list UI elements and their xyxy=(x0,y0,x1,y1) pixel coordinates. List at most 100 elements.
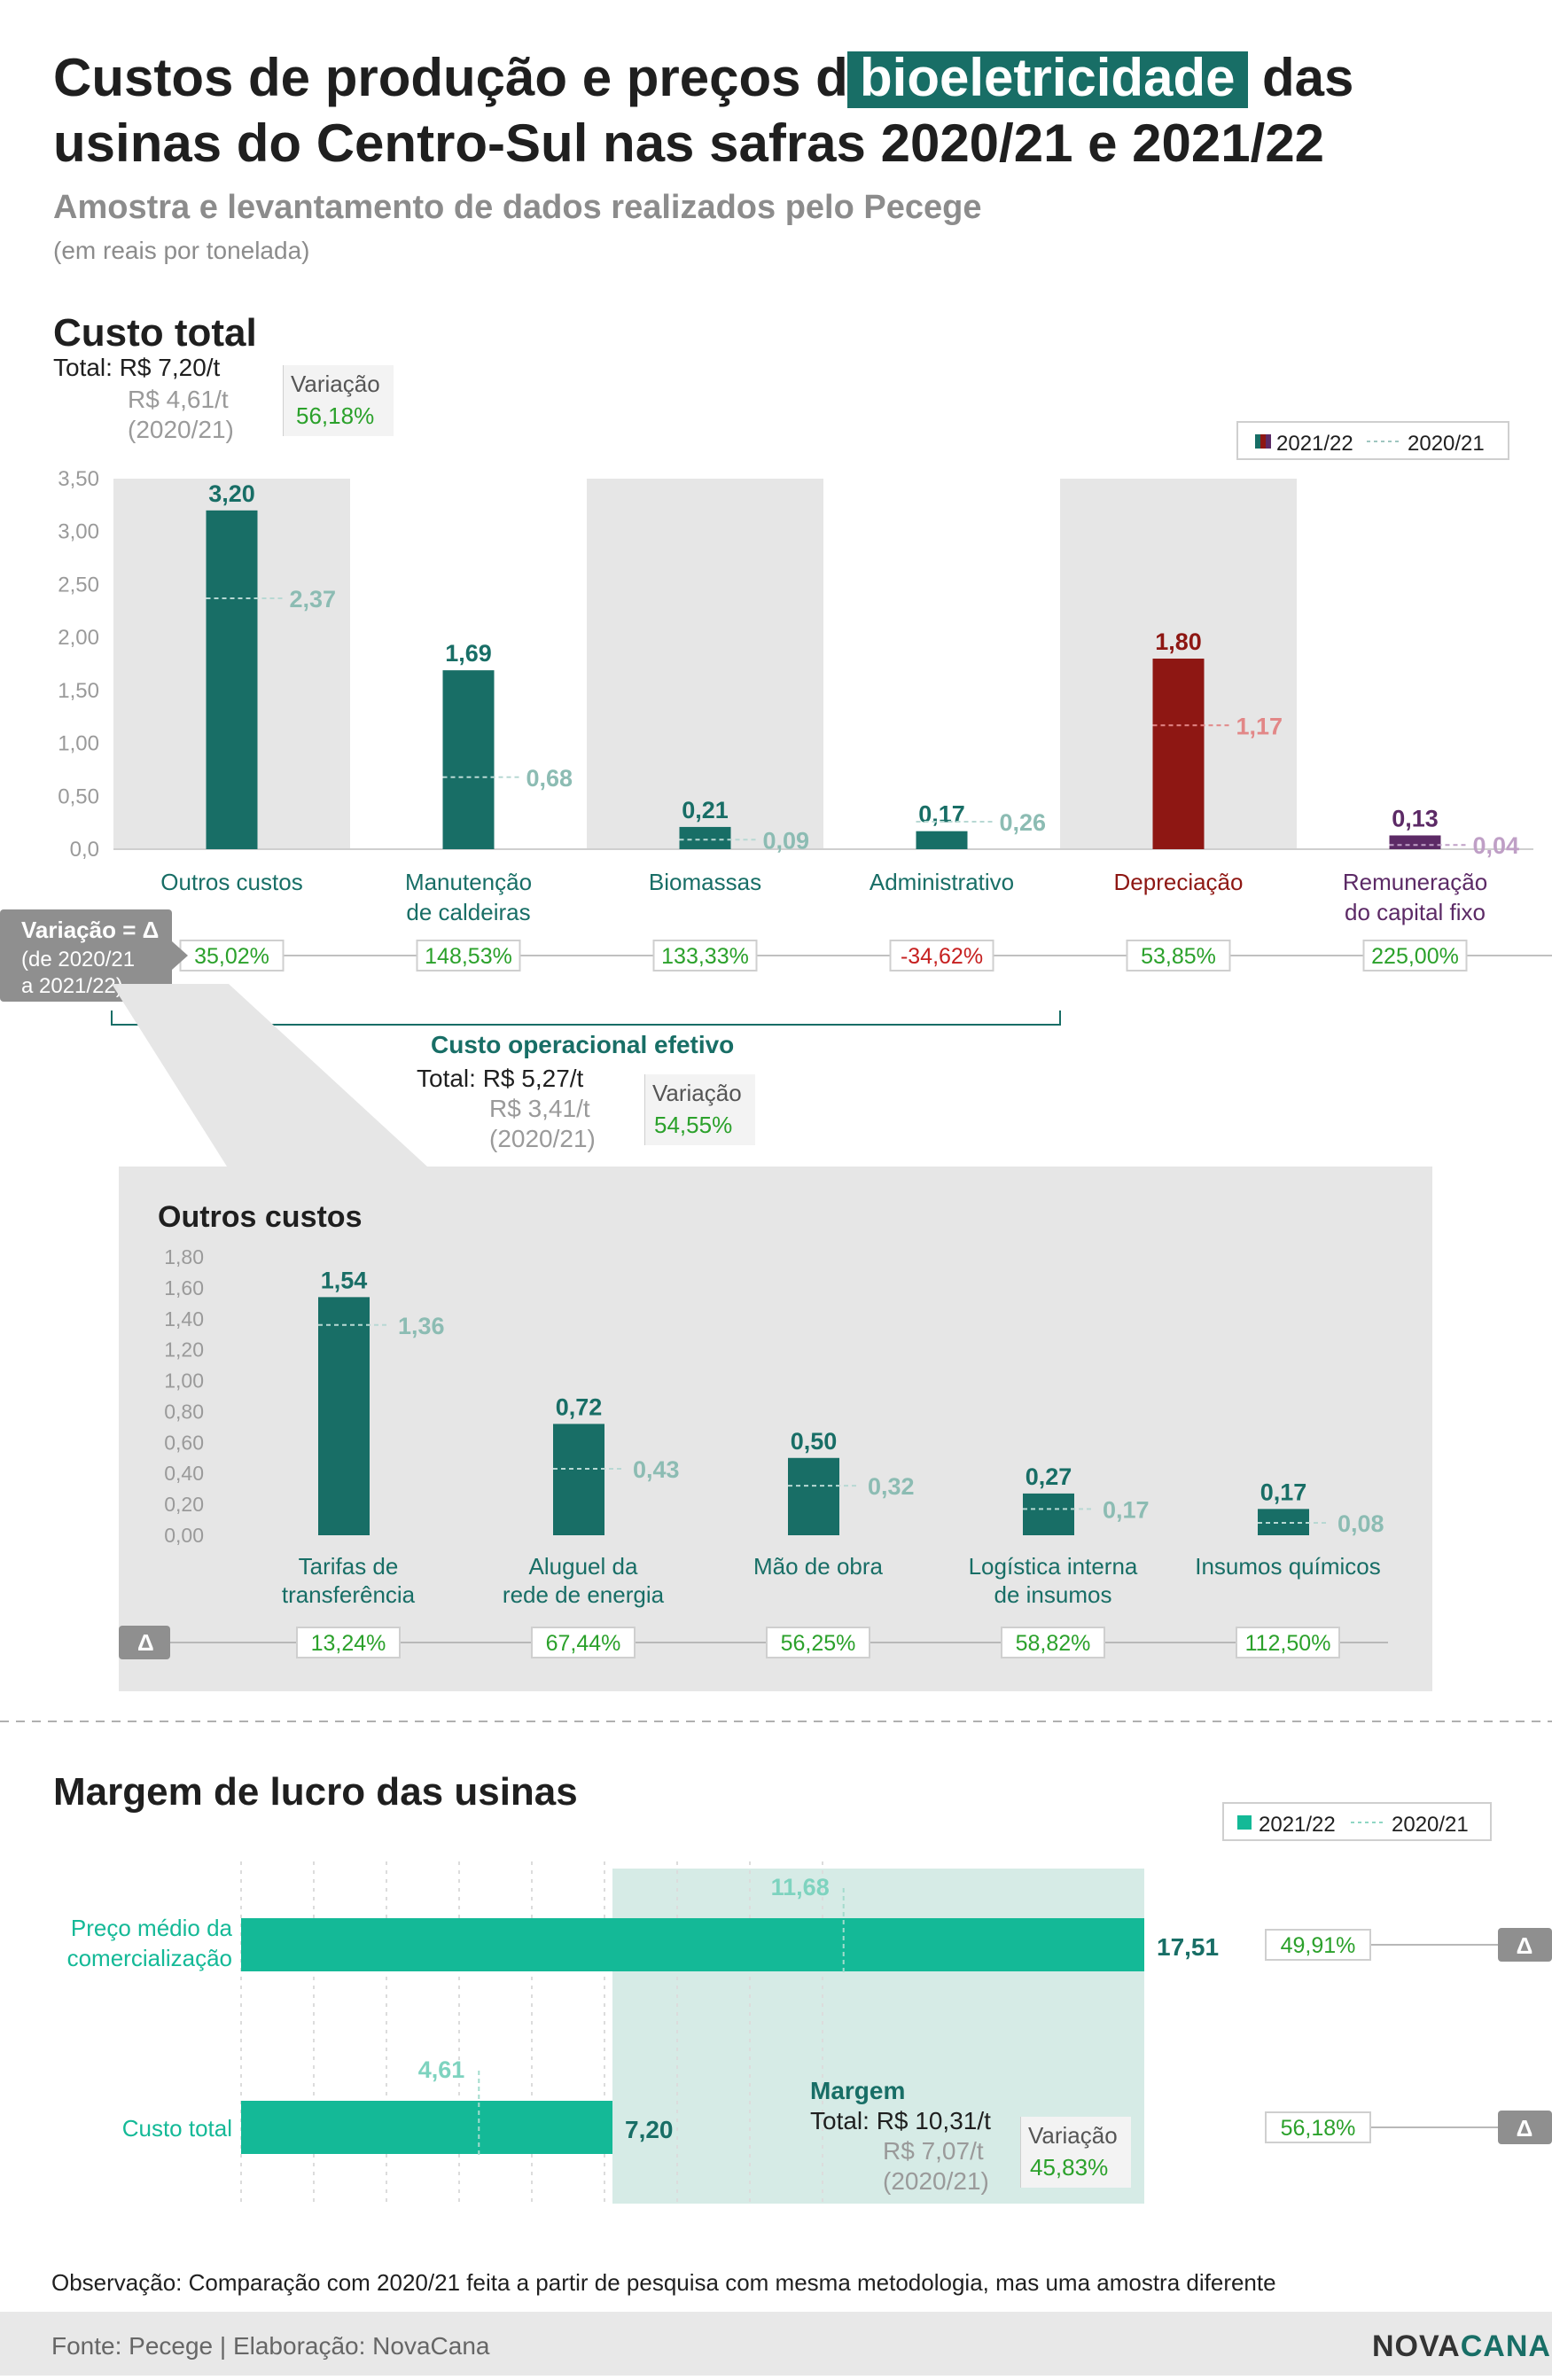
custo-operacional-variation-box xyxy=(645,1074,755,1145)
x-tick-label: de insumos xyxy=(994,1581,1112,1608)
bar-2021-22 xyxy=(916,831,968,849)
bar-value-label: 1,80 xyxy=(1155,628,1202,655)
y-category-label: Preço médio da xyxy=(71,1915,233,1941)
prev-value-label: 0,68 xyxy=(526,765,573,792)
variation-label: 112,50% xyxy=(1245,1631,1331,1656)
bar-2021-22 xyxy=(788,1457,839,1535)
variation-box xyxy=(416,940,521,972)
delta-symbol: Δ xyxy=(1517,1932,1533,1959)
y-category-label: Custo total xyxy=(122,2115,232,2142)
bar-value-label: 17,51 xyxy=(1157,1933,1219,1961)
margem-annotation: Margem Total: R$ 10,31/t R$ 7,07/t (2020… xyxy=(810,2077,1131,2195)
title-part-1: Custos de produção e preços da xyxy=(53,48,878,107)
y-category-label: comercialização xyxy=(67,1945,232,1971)
delta-tag-line-1: (de 2020/21 xyxy=(21,948,135,972)
x-tick-label: do capital fixo xyxy=(1345,899,1486,925)
bar-value-label: 1,54 xyxy=(321,1267,368,1293)
footer-source: Fonte: Pecege | Elaboração: NovaCana xyxy=(51,2332,490,2360)
margem-legend-current-label: 2021/22 xyxy=(1259,1813,1336,1837)
margem-variation-box xyxy=(1021,2117,1131,2188)
outros-custos-heading: Outros custos xyxy=(158,1200,362,1234)
y-tick-label: 1,00 xyxy=(58,732,99,756)
novacana-logo: NOVACANA xyxy=(1372,2329,1551,2363)
margem-legend-current-swatch xyxy=(1237,1815,1252,1830)
custo-total-chart: 0,0 0,50 1,00 1,50 2,00 2,50 3,00 3,50 3,20 2,37 O… xyxy=(58,467,1552,972)
bar-2021-22 xyxy=(1023,1493,1074,1535)
x-tick-label: Mão de obra xyxy=(753,1553,884,1580)
prev-value-label: 0,26 xyxy=(1000,809,1047,836)
logo-cana: CANA xyxy=(1461,2329,1551,2363)
prev-value-label: 4,61 xyxy=(418,2056,465,2083)
x-tick-label: transferência xyxy=(282,1581,416,1608)
y-tick-label: 0,40 xyxy=(164,1462,204,1485)
x-tick-label: Outros custos xyxy=(160,869,302,895)
custo-operacional-total: Total: R$ 5,27/t xyxy=(417,1065,584,1092)
delta-symbol: Δ xyxy=(1517,2115,1533,2142)
custo-operacional-prev: R$ 3,41/t xyxy=(489,1095,590,1122)
custo-total-variation-value: 56,18% xyxy=(296,402,374,429)
delta-tag xyxy=(1498,1928,1552,1962)
variation-box xyxy=(1126,940,1231,972)
x-tick-label: de caldeiras xyxy=(406,899,530,925)
prev-value-label: 0,08 xyxy=(1338,1510,1384,1537)
variation-box xyxy=(889,940,994,972)
bar-value-label: 0,50 xyxy=(791,1428,838,1455)
bar-value-label: 0,72 xyxy=(556,1393,603,1420)
x-tick-label: Administrativo xyxy=(870,869,1014,895)
variation-label: 13,24% xyxy=(311,1631,386,1656)
bar-2021-22 xyxy=(1389,835,1441,849)
y-tick-label: 1,60 xyxy=(164,1276,204,1299)
prev-value-label: 0,43 xyxy=(633,1456,680,1483)
y-tick-label: 0,60 xyxy=(164,1431,204,1454)
y-tick-label: 0,20 xyxy=(164,1493,204,1516)
variation-label: 58,82% xyxy=(1016,1631,1091,1656)
variation-label: 148,53% xyxy=(425,944,512,969)
bar-value-label: 0,13 xyxy=(1392,805,1439,831)
margem-annotation-total: Total: R$ 10,31/t xyxy=(810,2107,991,2134)
custo-operacional-prev-season: (2020/21) xyxy=(489,1125,596,1152)
zoom-connector xyxy=(112,984,427,1167)
bar-value-label: 3,20 xyxy=(208,480,255,507)
custo-total-prev: R$ 4,61/t xyxy=(128,386,229,413)
variation-label: 67,44% xyxy=(546,1631,621,1656)
header: Custos de produção e preços da bioeletri… xyxy=(53,48,1353,264)
footer-note: Observação: Comparação com 2020/21 feita… xyxy=(51,2269,1276,2296)
custo-total-legend: 2021/22 2020/21 xyxy=(1236,421,1509,460)
y-tick-label: 1,40 xyxy=(164,1307,204,1330)
variation-box xyxy=(531,1627,636,1658)
outros-custos-delta-tag: Δ xyxy=(119,1626,170,1659)
margem-variation-value: 45,83% xyxy=(1030,2154,1108,2181)
custo-operacional-variation-value: 54,55% xyxy=(654,1112,732,1138)
variation-label: 225,00% xyxy=(1371,944,1459,969)
x-tick-label: rede de energia xyxy=(503,1581,665,1608)
delta-tag-title: Variação = Δ xyxy=(21,917,159,943)
y-tick-label: 1,00 xyxy=(164,1369,204,1393)
y-tick-label: 1,20 xyxy=(164,1338,204,1362)
bar-value-label: 0,17 xyxy=(1260,1479,1307,1505)
legend-prev-label: 2020/21 xyxy=(1408,432,1485,456)
title-part-2: das xyxy=(1262,48,1353,107)
bar-value-label: 0,27 xyxy=(1026,1463,1072,1490)
custo-total-heading: Custo total xyxy=(53,311,257,355)
y-tick-label: 3,00 xyxy=(58,520,99,544)
custo-total-header: Custo total Total: R$ 7,20/t R$ 4,61/t (… xyxy=(53,311,394,443)
y-tick-label: 2,50 xyxy=(58,573,99,597)
variation-label: 49,91% xyxy=(1281,1933,1356,1958)
bar-value-label: 0,17 xyxy=(918,801,965,828)
outros-custos-chart: 0,00 0,20 0,40 0,60 0,80 1,00 1,20 1,40 1,60 1,80… xyxy=(164,1245,1388,1658)
subtitle: Amostra e levantamento de dados realizad… xyxy=(53,189,981,226)
margem-annotation-heading: Margem xyxy=(810,2077,905,2104)
title-highlight: bioeletricidade xyxy=(860,48,1235,107)
bar-2021-22 xyxy=(679,826,731,849)
y-tick-label: 0,80 xyxy=(164,1400,204,1423)
variation-label: 35,02% xyxy=(194,944,269,969)
prev-value-label: 1,17 xyxy=(1236,713,1283,739)
prev-value-label: 0,09 xyxy=(763,827,810,854)
prev-value-label: 11,68 xyxy=(771,1874,830,1900)
delta-tag-line-2: a 2021/22) xyxy=(21,974,123,998)
custo-operacional-bracket: Custo operacional efetivo Total: R$ 5,27… xyxy=(111,1011,1061,1152)
bar-2021-22 xyxy=(1152,659,1205,849)
custo-operacional-variation-label: Variação xyxy=(652,1080,742,1106)
